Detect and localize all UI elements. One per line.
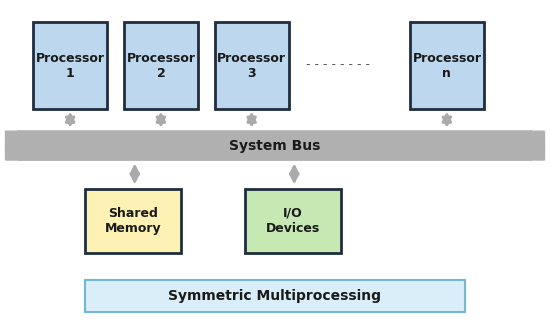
FancyBboxPatch shape [33,22,107,109]
Text: Processor
2: Processor 2 [126,52,195,80]
FancyBboxPatch shape [85,280,465,312]
Text: System Bus: System Bus [229,139,321,153]
Text: I/O
Devices: I/O Devices [266,207,320,235]
Text: Processor
n: Processor n [412,52,481,80]
Text: Processor
3: Processor 3 [217,52,286,80]
FancyBboxPatch shape [124,22,198,109]
FancyBboxPatch shape [410,22,484,109]
Text: Symmetric Multiprocessing: Symmetric Multiprocessing [168,289,382,303]
FancyArrow shape [6,131,544,161]
Text: Processor
1: Processor 1 [36,52,104,80]
Text: - - - - - - - -: - - - - - - - - [306,58,370,70]
FancyBboxPatch shape [214,22,289,109]
FancyArrow shape [6,131,544,161]
Text: Shared
Memory: Shared Memory [105,207,162,235]
FancyBboxPatch shape [85,189,182,253]
FancyBboxPatch shape [245,189,341,253]
